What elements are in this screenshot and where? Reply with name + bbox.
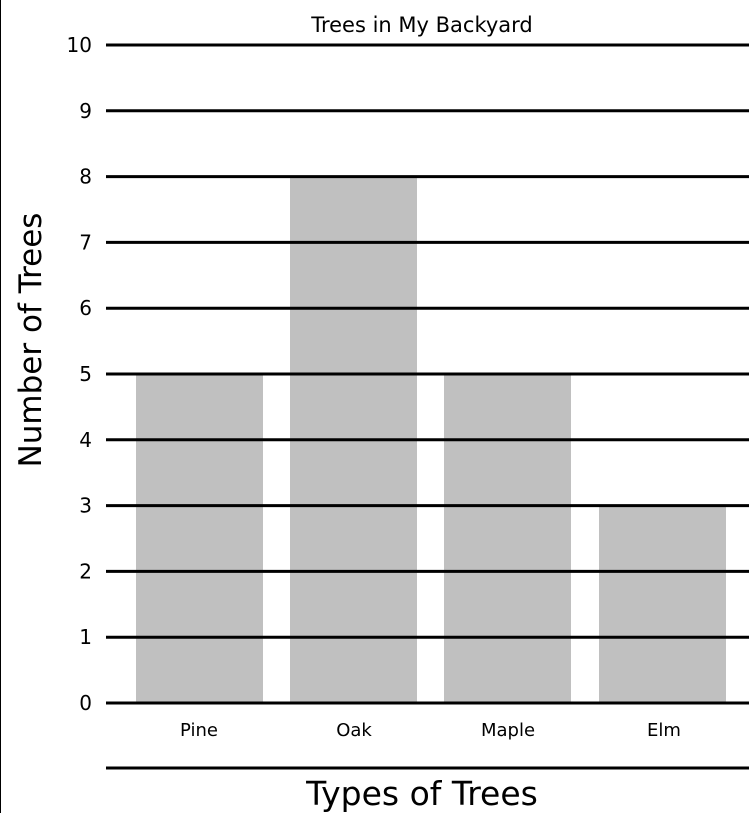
y-tick-labels: 0 1 2 3 4 5 6 7 8 9 10	[67, 33, 92, 715]
y-tick-label: 2	[79, 559, 92, 583]
y-tick-label: 10	[67, 33, 92, 57]
y-tick-label: 6	[79, 296, 92, 320]
gridlines-layer	[106, 43, 749, 705]
x-category-label-oak: Oak	[336, 720, 372, 741]
y-tick-label: 3	[79, 494, 92, 518]
x-category-label-maple: Maple	[481, 720, 535, 741]
x-axis-label: Types of Trees	[305, 774, 538, 813]
y-axis-label: Number of Trees	[13, 213, 49, 468]
bar-elm	[599, 505, 726, 703]
y-tick-label: 9	[79, 99, 92, 123]
x-category-label-pine: Pine	[180, 720, 218, 741]
x-category-labels: Pine Oak Maple Elm	[180, 720, 681, 741]
y-tick-label: 1	[79, 625, 92, 649]
y-tick-label: 5	[79, 362, 92, 386]
y-tick-label: 8	[79, 165, 92, 189]
y-tick-label: 7	[79, 230, 92, 254]
bar-pine	[136, 374, 263, 703]
x-category-label-elm: Elm	[647, 720, 681, 741]
chart-title: Trees in My Backyard	[310, 13, 533, 37]
y-tick-label: 4	[79, 428, 92, 452]
y-tick-label: 0	[79, 691, 92, 715]
bar-maple	[444, 374, 571, 703]
